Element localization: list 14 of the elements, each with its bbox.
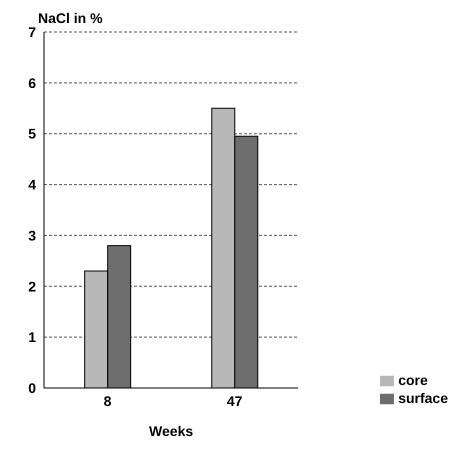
y-tick-label: 2 bbox=[28, 278, 36, 294]
x-axis-title: Weeks bbox=[149, 423, 194, 439]
y-tick-label: 6 bbox=[28, 74, 36, 91]
y-tick-label: 1 bbox=[28, 329, 36, 346]
y-axis-title: NaCl in % bbox=[38, 10, 103, 26]
y-tick-label: 7 bbox=[28, 24, 36, 40]
x-tick-label: 47 bbox=[226, 392, 243, 409]
x-tick-label: 8 bbox=[104, 392, 112, 409]
y-tick-label: 0 bbox=[28, 380, 36, 396]
legend-label: core bbox=[398, 372, 428, 388]
y-tick-label: 4 bbox=[28, 176, 36, 193]
legend-label: surface bbox=[398, 390, 448, 406]
y-tick-label: 3 bbox=[28, 227, 36, 244]
y-tick-label: 5 bbox=[28, 126, 36, 142]
